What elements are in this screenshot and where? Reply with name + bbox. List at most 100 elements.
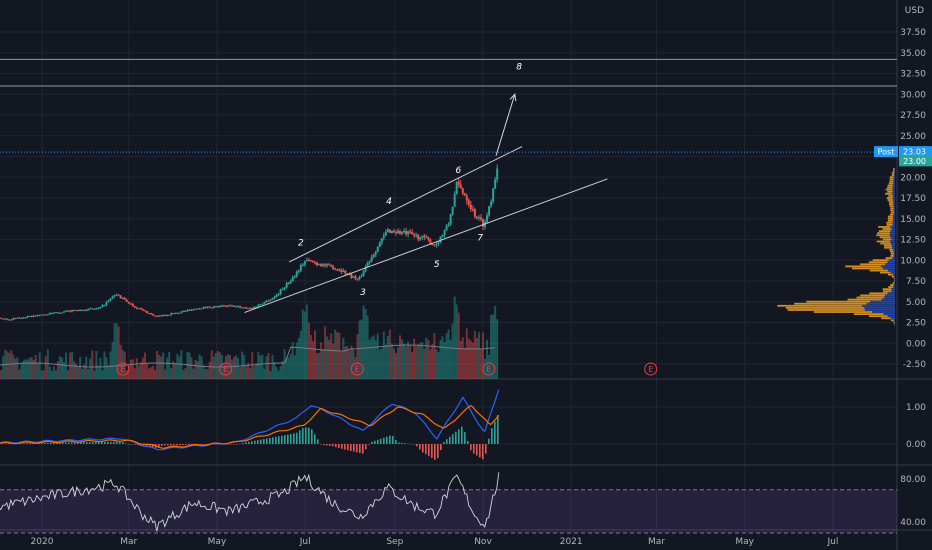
candle-body — [324, 264, 327, 266]
rsi-band — [0, 489, 897, 533]
volume-bar — [403, 343, 406, 379]
macd-histogram-bar — [2, 443, 4, 444]
candle-body — [449, 214, 452, 225]
volume-bar — [24, 359, 27, 379]
price-axis-label: 12.50 — [900, 236, 926, 246]
volume-profile-bar — [864, 306, 895, 309]
volume-profile-bar — [891, 211, 894, 214]
volume-bar — [46, 349, 49, 379]
volume-profile-bar — [892, 184, 895, 187]
earnings-icon[interactable] — [482, 362, 496, 376]
macd-histogram-bar — [326, 444, 328, 446]
volume-bar — [218, 352, 221, 379]
volume-profile-bar — [893, 194, 895, 197]
candle-body — [36, 315, 39, 317]
trendline[interactable] — [244, 178, 608, 314]
candle-body — [147, 313, 150, 315]
macd-histogram-bar — [470, 444, 472, 451]
volume-profile-bar — [894, 282, 895, 284]
macd-histogram-bar — [374, 440, 376, 444]
macd-histogram-bar — [365, 444, 367, 450]
volume-bar — [141, 357, 144, 379]
volume-bar — [143, 352, 146, 379]
volume-profile-bar — [891, 317, 895, 320]
volume-bar — [77, 366, 80, 379]
candle-body — [188, 309, 191, 311]
candle-body — [445, 225, 448, 231]
macd-histogram-bar — [305, 427, 307, 444]
macd-histogram-bar — [296, 432, 298, 444]
candle-body — [34, 315, 37, 317]
volume-profile-bar — [890, 319, 894, 322]
volume-profile-bar — [892, 223, 895, 226]
volume-bar — [316, 353, 319, 379]
candle-body — [334, 269, 337, 271]
candle-body — [374, 252, 377, 255]
volume-profile-bar — [890, 250, 894, 253]
candle-body — [305, 260, 308, 262]
volume-bar — [401, 339, 404, 379]
macd-histogram-bar — [380, 438, 382, 444]
volume-bar — [356, 334, 359, 379]
candle-body — [320, 264, 323, 267]
candle-body — [350, 273, 353, 278]
candle-body — [475, 216, 478, 219]
macd-histogram-bar — [377, 439, 379, 444]
candle-body — [338, 269, 341, 271]
macd-histogram-bar — [428, 444, 430, 457]
candle-body — [46, 314, 49, 316]
volume-bar — [81, 368, 84, 379]
volume-bar — [445, 333, 448, 379]
candle-body — [164, 315, 167, 317]
candle-body — [184, 310, 187, 312]
volume-bar — [99, 357, 102, 379]
volume-bar — [20, 363, 23, 379]
volume-bar — [239, 367, 242, 379]
candle-body — [313, 262, 316, 264]
volume-profile-bar — [868, 261, 888, 264]
volume-bar — [10, 350, 13, 379]
macd-histogram-bar — [413, 444, 415, 445]
volume-bar — [52, 366, 55, 379]
macd-histogram-bar — [50, 442, 52, 444]
trendline[interactable] — [289, 146, 523, 263]
macd-histogram-bar — [281, 435, 283, 444]
candle-body — [289, 281, 292, 283]
volume-bar — [372, 335, 375, 379]
earnings-icon[interactable] — [350, 362, 364, 376]
signal-line — [0, 404, 500, 449]
volume-bar — [257, 351, 260, 379]
trendline[interactable] — [495, 94, 516, 156]
volume-bar — [473, 330, 476, 379]
macd-histogram-bar — [386, 436, 388, 444]
volume-bar — [103, 351, 106, 379]
earnings-icon[interactable] — [116, 362, 130, 376]
macd-histogram-bar — [26, 443, 28, 444]
candle-body — [204, 306, 207, 308]
price-axis-label: -2.50 — [903, 360, 927, 370]
volume-bar — [299, 330, 302, 379]
candle-body — [85, 309, 88, 311]
macd-histogram-bar — [95, 442, 97, 444]
candle-body — [382, 235, 385, 239]
volume-bar — [289, 353, 292, 379]
volume-bar — [12, 354, 15, 379]
macd-histogram-bar — [332, 444, 334, 447]
volume-bar — [198, 354, 201, 379]
earnings-icon[interactable] — [644, 362, 658, 376]
candle-body — [60, 312, 63, 314]
volume-profile-bar — [893, 255, 895, 257]
candle-body — [239, 306, 242, 308]
earnings-icon[interactable] — [219, 362, 233, 376]
post-tag-label: Post — [878, 148, 895, 157]
candle-body — [44, 314, 47, 316]
volume-bar — [73, 361, 76, 379]
candle-body — [14, 318, 17, 320]
candle-body — [24, 317, 27, 319]
volume-bar — [281, 360, 284, 379]
candle-body — [56, 312, 59, 314]
volume-profile-bar — [887, 269, 895, 272]
candle-body — [233, 305, 236, 307]
volume-bar — [152, 365, 155, 379]
